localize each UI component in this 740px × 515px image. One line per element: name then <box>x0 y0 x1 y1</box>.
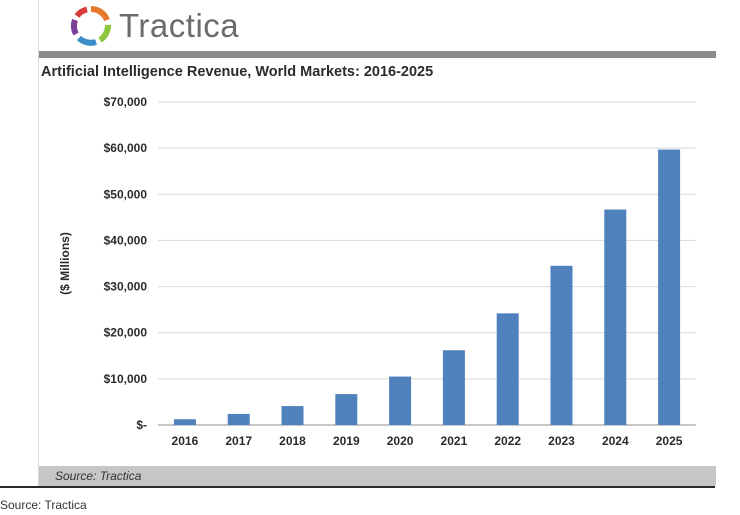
x-tick-label: 2024 <box>602 434 629 448</box>
logo-text: Tractica <box>119 7 240 44</box>
y-tick-label: $40,000 <box>104 233 148 247</box>
tractica-logo-icon <box>71 6 111 46</box>
bar <box>550 265 573 425</box>
footer-divider <box>0 486 715 488</box>
bar <box>281 406 304 425</box>
y-tick-label: $70,000 <box>104 95 148 109</box>
y-tick-label: $60,000 <box>104 141 148 155</box>
bar <box>604 209 627 425</box>
y-tick-label: $20,000 <box>104 326 148 340</box>
x-tick-label: 2025 <box>656 434 683 448</box>
y-axis-label: ($ Millions) <box>58 232 72 295</box>
bar <box>389 376 412 425</box>
source-bar: Source: Tractica <box>39 466 716 486</box>
x-tick-label: 2020 <box>387 434 414 448</box>
tractica-logo: Tractica <box>71 4 239 48</box>
x-tick-label: 2018 <box>279 434 306 448</box>
bar <box>173 419 196 425</box>
source-bar-text: Source: Tractica <box>55 469 142 483</box>
bar <box>496 313 519 425</box>
header-divider <box>39 51 716 58</box>
y-tick-label: $50,000 <box>104 187 148 201</box>
x-tick-label: 2016 <box>172 434 199 448</box>
bar <box>658 149 681 425</box>
x-tick-label: 2022 <box>494 434 521 448</box>
bar <box>335 394 358 425</box>
x-tick-label: 2021 <box>441 434 468 448</box>
x-tick-label: 2017 <box>225 434 252 448</box>
y-tick-label: $- <box>136 418 147 432</box>
bar-chart: $- $10,000 $20,000 $30,000 $40,000 $50,000 $60… <box>58 95 696 448</box>
chart-frame: Tractica Artificial Intelligence Revenue… <box>38 0 716 488</box>
bar <box>442 350 465 425</box>
source-caption: Source: Tractica <box>0 498 87 512</box>
x-tick-label: 2019 <box>333 434 360 448</box>
y-tick-label: $30,000 <box>104 280 148 294</box>
y-tick-label: $10,000 <box>104 372 148 386</box>
chart-title: Artificial Intelligence Revenue, World M… <box>41 64 434 80</box>
bar <box>227 413 250 425</box>
x-tick-label: 2023 <box>548 434 575 448</box>
